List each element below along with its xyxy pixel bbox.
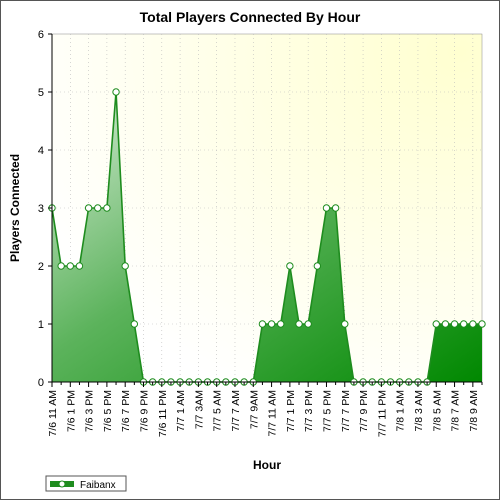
data-point <box>313 262 322 270</box>
x-tick-label: 7/6 9 PM <box>138 390 150 432</box>
x-tick-label: 7/8 3 AM <box>413 390 425 431</box>
data-point <box>112 88 120 96</box>
legend-box <box>45 475 127 492</box>
data-point <box>478 320 486 328</box>
x-tick-label: 7/6 11 PM <box>157 390 169 437</box>
y-tick-label: 4 <box>38 145 44 157</box>
data-point <box>103 204 111 212</box>
x-tick-label: 7/8 1 AM <box>395 390 407 431</box>
x-tick-label: 7/7 7 AM <box>230 390 242 431</box>
data-point <box>66 262 74 270</box>
x-tick-label: 7/7 11 PM <box>376 390 388 437</box>
x-tick-label: 7/6 3 PM <box>84 390 96 432</box>
y-tick-label: 2 <box>38 261 44 273</box>
x-tick-label: 7/7 3 PM <box>303 390 315 432</box>
x-tick-label: 7/8 7 AM <box>450 390 462 431</box>
data-point <box>331 204 340 212</box>
x-tick-label: 7/6 1 PM <box>65 390 77 432</box>
x-tick-label: 7/6 7 PM <box>120 390 132 432</box>
y-tick-label: 5 <box>38 87 44 99</box>
data-point <box>295 320 303 328</box>
data-point <box>460 320 468 328</box>
x-tick-labels: 7/6 11 AM 7/6 1 PM 7/6 3 PM 7/6 5 PM 7/6 7 P… <box>47 390 480 437</box>
y-tick-label: 3 <box>38 203 44 215</box>
data-point <box>341 320 349 328</box>
x-tick-label: 7/7 7 PM <box>340 390 352 432</box>
data-point <box>469 320 477 328</box>
data-point <box>258 320 267 328</box>
data-point <box>121 262 129 270</box>
data-point <box>94 204 102 212</box>
data-point <box>286 262 294 270</box>
data-point <box>57 262 65 270</box>
data-point <box>84 204 93 212</box>
axes <box>48 33 483 387</box>
x-tick-label: 7/8 9 AM <box>468 390 480 431</box>
y-tick-labels: 0 1 2 3 4 5 6 <box>38 29 44 389</box>
y-tick-label: 1 <box>38 319 44 331</box>
x-tick-label: 7/6 5 PM <box>102 390 114 432</box>
data-point <box>130 320 139 328</box>
legend-label: Faibanx <box>80 480 116 491</box>
y-axis-label: Players Connected <box>8 154 22 262</box>
data-point <box>441 320 450 328</box>
legend: Faibanx <box>45 475 127 492</box>
x-axis-label: Hour <box>253 458 281 472</box>
x-tick-label: 7/6 11 AM <box>47 390 59 437</box>
y-tick-label: 6 <box>38 29 44 41</box>
y-tick-label: 0 <box>38 377 44 389</box>
x-tick-label: 7/7 5 PM <box>321 390 333 432</box>
legend-marker <box>58 480 66 488</box>
x-tick-label: 7/7 9 PM <box>358 390 370 432</box>
data-point <box>75 262 84 270</box>
data-point <box>267 320 276 328</box>
data-point <box>277 320 285 328</box>
data-point <box>322 204 331 212</box>
x-tick-label: 7/7 3AM <box>193 390 205 429</box>
x-tick-label: 7/7 5 AM <box>212 390 224 431</box>
x-tick-label: 7/7 9AM <box>248 390 260 429</box>
chart-title: Total Players Connected By Hour <box>140 9 361 25</box>
x-tick-label: 7/8 5 AM <box>431 390 443 431</box>
x-tick-label: 7/7 1 AM <box>175 390 187 431</box>
x-tick-label: 7/7 1 PM <box>285 390 297 432</box>
data-point <box>304 320 312 328</box>
data-point <box>450 320 459 328</box>
data-point <box>432 320 440 328</box>
x-tick-label: 7/7 11 AM <box>267 390 279 437</box>
